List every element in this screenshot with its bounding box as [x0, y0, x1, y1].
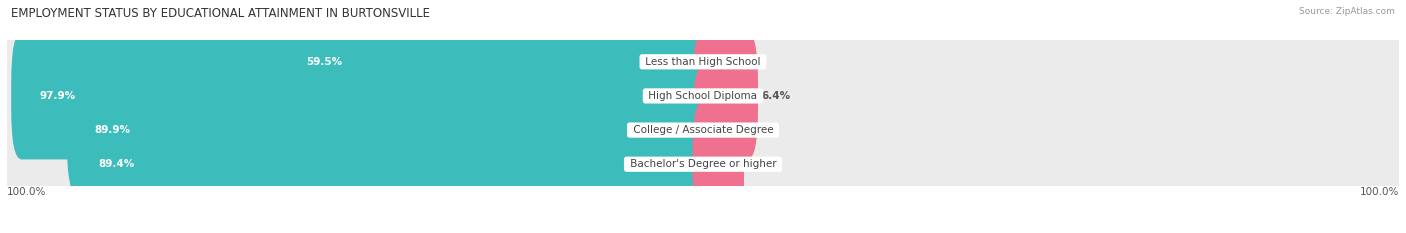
Text: 89.4%: 89.4% [98, 159, 135, 169]
FancyBboxPatch shape [0, 67, 1406, 194]
FancyBboxPatch shape [693, 32, 758, 159]
FancyBboxPatch shape [67, 67, 713, 194]
Text: Less than High School: Less than High School [643, 57, 763, 67]
Text: Bachelor's Degree or higher: Bachelor's Degree or higher [627, 159, 779, 169]
Text: 100.0%: 100.0% [1360, 187, 1399, 197]
FancyBboxPatch shape [0, 32, 1406, 159]
Text: 100.0%: 100.0% [7, 187, 46, 197]
FancyBboxPatch shape [11, 32, 713, 159]
Text: Source: ZipAtlas.com: Source: ZipAtlas.com [1299, 7, 1395, 16]
FancyBboxPatch shape [278, 0, 713, 125]
Text: 6.4%: 6.4% [762, 91, 790, 101]
FancyBboxPatch shape [70, 101, 713, 228]
Text: College / Associate Degree: College / Associate Degree [630, 125, 776, 135]
Text: EMPLOYMENT STATUS BY EDUCATIONAL ATTAINMENT IN BURTONSVILLE: EMPLOYMENT STATUS BY EDUCATIONAL ATTAINM… [11, 7, 430, 20]
Text: High School Diploma: High School Diploma [645, 91, 761, 101]
Text: 0.0%: 0.0% [717, 57, 747, 67]
Text: 89.9%: 89.9% [94, 125, 131, 135]
Text: 97.9%: 97.9% [39, 91, 75, 101]
FancyBboxPatch shape [0, 0, 1406, 125]
Text: 3.9%: 3.9% [744, 125, 773, 135]
Text: 4.4%: 4.4% [748, 159, 776, 169]
FancyBboxPatch shape [693, 101, 744, 228]
Text: 59.5%: 59.5% [307, 57, 343, 67]
FancyBboxPatch shape [0, 101, 1406, 228]
FancyBboxPatch shape [693, 67, 741, 194]
